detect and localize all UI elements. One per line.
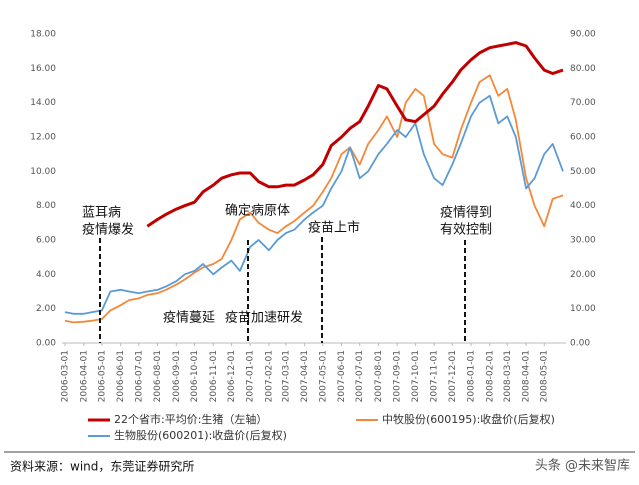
legend-label: 22个省市:平均价:生猪（左轴） — [114, 412, 267, 426]
annotation: 疫情爆发 — [82, 222, 134, 238]
x-tick-label: 2006-03-01 — [61, 350, 71, 402]
x-tick-label: 2006-04-01 — [79, 350, 89, 402]
y2-tick-label: 40.00 — [570, 201, 596, 211]
y2-tick-label: 0.00 — [570, 339, 590, 349]
x-tick-label: 2006-06-01 — [116, 350, 126, 402]
x-tick-label: 2008-01-01 — [467, 350, 477, 402]
legend-label: 中牧股份(600195):收盘价(后复权) — [382, 412, 555, 426]
x-tick-label: 2008-04-01 — [522, 350, 532, 402]
x-tick-label: 2007-03-01 — [281, 350, 291, 402]
x-tick-label: 2007-02-01 — [264, 350, 274, 402]
annotation: 有效控制 — [440, 223, 492, 238]
x-tick-label: 2008-03-01 — [503, 350, 513, 402]
y-tick-label: 6.00 — [36, 236, 56, 246]
y-tick-label: 10.00 — [30, 167, 56, 177]
x-tick-label: 2006-11-01 — [209, 350, 219, 402]
source-note: 资料来源：wind，东莞证券研究所 — [10, 459, 194, 474]
y2-tick-label: 30.00 — [570, 236, 596, 246]
x-tick-label: 2006-08-01 — [153, 350, 163, 402]
annotation: 疫情得到 — [440, 205, 492, 221]
x-tick-label: 2007-05-01 — [318, 350, 328, 402]
x-tick-label: 2007-12-01 — [448, 350, 458, 402]
x-tick-label: 2007-08-01 — [374, 350, 384, 402]
annotation: 疫苗上市 — [308, 220, 360, 236]
annotation: 确定病原体 — [225, 204, 290, 219]
x-tick-label: 2007-01-01 — [246, 350, 256, 402]
y-tick-label: 12.00 — [30, 133, 56, 143]
annotation: 蓝耳病 — [82, 206, 121, 221]
y2-tick-label: 70.00 — [570, 98, 596, 108]
x-tick-label: 2007-04-01 — [300, 350, 310, 402]
x-tick-label: 2007-07-01 — [355, 350, 365, 402]
y-tick-label: 18.00 — [30, 30, 56, 40]
y2-tick-label: 60.00 — [570, 133, 596, 143]
series-line — [64, 94, 564, 315]
y-tick-label: 14.00 — [30, 98, 56, 108]
y-tick-label: 2.00 — [36, 304, 56, 314]
x-tick-label: 2008-02-01 — [485, 350, 495, 402]
y-tick-label: 16.00 — [30, 64, 56, 74]
x-tick-label: 2007-11-01 — [430, 350, 440, 402]
x-tick-label: 2006-07-01 — [134, 350, 144, 402]
annotation: 疫情蔓延 — [163, 310, 215, 326]
watermark: 头条 @未来智库 — [535, 458, 630, 474]
x-tick-label: 2006-10-01 — [190, 350, 200, 402]
y-tick-label: 0.00 — [36, 339, 56, 349]
x-tick-label: 2008-05-01 — [540, 350, 550, 402]
series-line — [64, 74, 564, 324]
x-tick-label: 2007-06-01 — [337, 350, 347, 402]
x-tick-label: 2006-12-01 — [227, 350, 237, 402]
y2-tick-label: 50.00 — [570, 167, 596, 177]
y2-tick-label: 80.00 — [570, 64, 596, 74]
x-tick-label: 2007-10-01 — [411, 350, 421, 402]
y2-tick-label: 20.00 — [570, 270, 596, 280]
y2-tick-label: 10.00 — [570, 304, 596, 314]
x-tick-label: 2007-09-01 — [393, 350, 403, 402]
legend-label: 生物股份(600201):收盘价(后复权) — [114, 428, 287, 442]
y2-tick-label: 90.00 — [570, 30, 596, 40]
x-tick-label: 2006-05-01 — [97, 350, 107, 402]
x-tick-label: 2006-09-01 — [172, 350, 182, 402]
annotation: 疫苗加速研发 — [225, 310, 303, 326]
y-tick-label: 8.00 — [36, 201, 56, 211]
y-tick-label: 4.00 — [36, 270, 56, 280]
series-line — [146, 41, 564, 228]
